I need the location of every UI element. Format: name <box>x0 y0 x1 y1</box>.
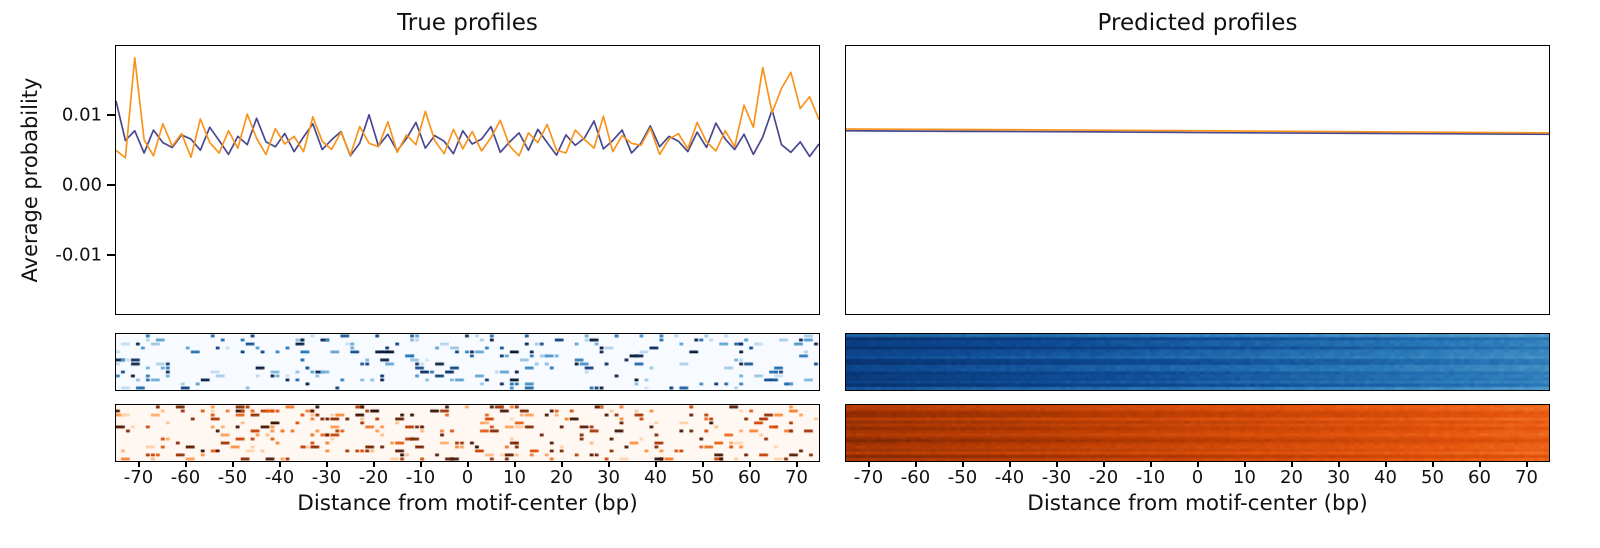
x-tick-mark <box>1384 462 1387 467</box>
series-strand-2-orange <box>116 56 819 159</box>
predicted-profiles-plot <box>845 45 1550 315</box>
x-tick-label: 30 <box>597 467 620 488</box>
x-axis-label-right: Distance from motif-center (bp) <box>1027 491 1368 516</box>
x-tick-label: 20 <box>550 467 573 488</box>
x-tick-label: 0 <box>461 467 474 488</box>
x-tick-label: 70 <box>1515 467 1538 488</box>
predicted-heatmap-orange <box>845 404 1550 462</box>
x-tick-label: -20 <box>358 467 389 488</box>
y-tick-label: -0.01 <box>55 244 102 266</box>
y-tick-mark <box>107 184 115 186</box>
x-tick-label: -70 <box>123 467 154 488</box>
x-tick-label: -20 <box>1088 467 1119 488</box>
x-tick-mark <box>1008 462 1011 467</box>
x-tick-mark <box>1290 462 1293 467</box>
x-tick-label: 10 <box>503 467 526 488</box>
x-tick-mark <box>1525 462 1528 467</box>
x-tick-label: 10 <box>1233 467 1256 488</box>
x-tick-mark <box>1196 462 1199 467</box>
true-heatmap-blue <box>115 333 820 391</box>
x-tick-label: -30 <box>311 467 342 488</box>
x-tick-label: -60 <box>170 467 201 488</box>
x-tick-mark <box>513 462 516 467</box>
x-tick-label: -50 <box>217 467 248 488</box>
x-tick-mark <box>137 462 140 467</box>
x-tick-label: 50 <box>691 467 714 488</box>
x-axis-label-left: Distance from motif-center (bp) <box>297 491 638 516</box>
x-tick-label: 50 <box>1421 467 1444 488</box>
x-tick-mark <box>1478 462 1481 467</box>
x-tick-mark <box>961 462 964 467</box>
right-panel-title: Predicted profiles <box>1097 10 1298 36</box>
x-tick-mark <box>560 462 563 467</box>
x-tick-label: 60 <box>1468 467 1491 488</box>
x-tick-mark <box>1149 462 1152 467</box>
left-panel-title: True profiles <box>397 10 538 36</box>
x-tick-label: -70 <box>853 467 884 488</box>
x-tick-mark <box>914 462 917 467</box>
x-tick-mark <box>325 462 328 467</box>
x-tick-mark <box>654 462 657 467</box>
y-tick-mark <box>107 114 115 116</box>
x-tick-mark <box>795 462 798 467</box>
x-tick-mark <box>701 462 704 467</box>
x-tick-label: 0 <box>1191 467 1204 488</box>
series-strand-1-blue <box>846 129 1549 136</box>
x-tick-label: -40 <box>994 467 1025 488</box>
x-tick-mark <box>1431 462 1434 467</box>
y-tick-mark <box>107 254 115 256</box>
x-tick-label: 20 <box>1280 467 1303 488</box>
true-profiles-plot <box>115 45 820 315</box>
x-tick-label: -60 <box>900 467 931 488</box>
x-tick-mark <box>372 462 375 467</box>
y-tick-label: 0.00 <box>61 174 102 196</box>
x-tick-label: 40 <box>1374 467 1397 488</box>
x-tick-mark <box>1055 462 1058 467</box>
x-tick-label: 60 <box>738 467 761 488</box>
x-tick-label: -10 <box>1135 467 1166 488</box>
x-tick-label: -30 <box>1041 467 1072 488</box>
series-strand-2-orange <box>846 128 1549 134</box>
series-strand-1-blue <box>116 100 819 158</box>
x-tick-mark <box>867 462 870 467</box>
x-tick-mark <box>1337 462 1340 467</box>
x-tick-mark <box>184 462 187 467</box>
x-tick-mark <box>466 462 469 467</box>
x-tick-mark <box>419 462 422 467</box>
x-tick-mark <box>278 462 281 467</box>
x-tick-mark <box>1102 462 1105 467</box>
x-tick-mark <box>231 462 234 467</box>
y-tick-label: 0.01 <box>61 104 102 126</box>
x-tick-label: -40 <box>264 467 295 488</box>
x-tick-label: 70 <box>785 467 808 488</box>
true-heatmap-orange <box>115 404 820 462</box>
predicted-heatmap-blue <box>845 333 1550 391</box>
x-tick-label: 30 <box>1327 467 1350 488</box>
x-tick-label: 40 <box>644 467 667 488</box>
x-tick-mark <box>748 462 751 467</box>
x-tick-label: -10 <box>405 467 436 488</box>
x-tick-label: -50 <box>947 467 978 488</box>
x-tick-mark <box>607 462 610 467</box>
x-tick-mark <box>1243 462 1246 467</box>
